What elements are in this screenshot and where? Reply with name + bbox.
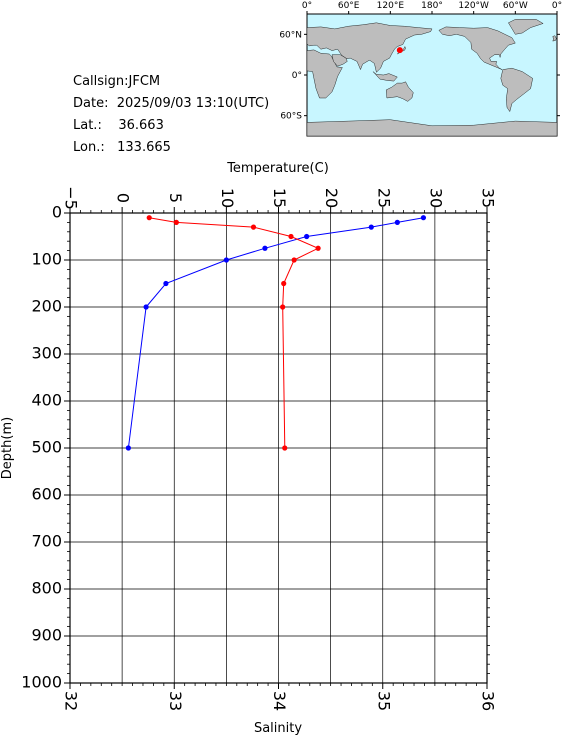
salinity-tick-label: 36 <box>479 691 498 711</box>
land-shape <box>306 49 343 99</box>
map-lat-label: 0° <box>292 71 302 81</box>
depth-tick-label: 1000 <box>21 673 62 692</box>
depth-axis: 0 100 200 300 400 500 600 700 800 900 1000 <box>21 203 490 692</box>
depth-tick-label: 500 <box>31 438 62 457</box>
lat-label: Lat.: <box>73 118 102 133</box>
salinity-point <box>281 280 287 287</box>
plot-grid <box>69 212 488 684</box>
temperature-point <box>223 257 229 263</box>
temperature-profile-line <box>127 217 424 449</box>
salinity-axis: 32 33 34 35 36 <box>62 683 498 711</box>
land-shape <box>372 71 398 82</box>
salinity-point <box>282 445 288 451</box>
station-location-marker <box>396 47 403 54</box>
salinity-tick-label: 34 <box>270 691 289 711</box>
lat-row: Lat.: 36.663 <box>73 115 164 137</box>
top-axis-label: Temperature(C) <box>226 161 329 176</box>
temperature-point <box>368 224 374 230</box>
land-shape <box>438 26 516 70</box>
map-lon-label: 180° <box>421 1 443 11</box>
land-shape <box>306 22 433 73</box>
lat-value: 36.663 <box>118 118 164 133</box>
temperature-point <box>125 445 131 451</box>
world-map: 0° 60°E 120°E 180° 120°W 60°W 0° 60°N 0° 60°S <box>279 1 562 137</box>
depth-tick-label: 700 <box>31 532 62 551</box>
map-lat-label: 60°N <box>279 30 302 40</box>
map-lon-label: 0° <box>302 1 312 11</box>
series-layer <box>125 215 427 451</box>
temperature-point <box>304 233 310 240</box>
temperature-point <box>420 215 427 221</box>
salinity-tick-label: 35 <box>374 691 393 711</box>
map-ticks <box>304 11 560 117</box>
callsign-text: Callsign:JFCM <box>73 74 161 89</box>
date-label: Date: <box>73 96 109 111</box>
temperature-tick-label: 15 <box>270 188 289 208</box>
lon-value: 133.665 <box>117 140 171 155</box>
salinity-tick-label: 32 <box>62 691 81 711</box>
map-land <box>306 19 558 137</box>
salinity-point <box>280 304 286 310</box>
map-lat-label: 60°S <box>280 112 302 122</box>
temperature-point <box>262 245 268 251</box>
temperature-tick-label: 10 <box>218 188 237 208</box>
temperature-tick-label: 35 <box>479 188 498 208</box>
lon-label: Lon.: <box>73 140 105 155</box>
temperature-point <box>394 219 400 225</box>
salinity-point <box>173 219 179 225</box>
temperature-point <box>143 304 149 310</box>
map-lon-label: 120°E <box>377 1 405 11</box>
y-axis-label: Depth(m) <box>0 417 15 479</box>
temperature-axis: −5 0 5 10 15 20 25 30 35 <box>62 186 498 213</box>
depth-tick-label: 600 <box>31 485 62 504</box>
depth-tick-label: 100 <box>31 250 62 269</box>
land-shape <box>306 119 558 137</box>
temperature-tick-label: 5 <box>166 193 185 203</box>
land-shape <box>552 35 557 42</box>
map-lon-label: 120°W <box>458 1 489 11</box>
temperature-tick-label: 0 <box>114 193 133 203</box>
land-shape <box>331 54 348 67</box>
land-shape <box>500 67 533 113</box>
map-lon-label: 0° <box>552 1 562 11</box>
map-lon-label: 60°W <box>503 1 528 11</box>
salinity-point <box>146 215 152 221</box>
map-lon-label: 60°E <box>338 1 360 11</box>
land-shape <box>385 81 414 102</box>
salinity-point <box>250 224 257 230</box>
depth-tick-label: 200 <box>31 297 62 316</box>
date-row: Date: 2025/09/03 13:10(UTC) <box>73 93 269 115</box>
map-marker <box>396 47 403 54</box>
temperature-tick-label: 20 <box>322 188 341 208</box>
map-labels: 0° 60°E 120°E 180° 120°W 60°W 0° 60°N 0° 60°S <box>279 1 562 122</box>
bottom-axis-label: Salinity <box>254 721 302 736</box>
date-value: 2025/09/03 13:10(UTC) <box>116 96 270 111</box>
salinity-point <box>288 233 294 240</box>
salinity-tick-label: 33 <box>166 691 185 711</box>
lon-row: Lon.: 133.665 <box>73 137 171 159</box>
profile-plot: −5 0 5 10 15 20 25 30 35 32 33 34 35 36 010020030040… <box>0 161 498 736</box>
depth-tick-label: 300 <box>31 344 62 363</box>
temperature-tick-label: 30 <box>426 188 445 208</box>
depth-tick-label: 900 <box>31 626 62 645</box>
temperature-tick-label: 25 <box>374 188 393 208</box>
temperature-point <box>163 280 169 287</box>
depth-tick-label: 800 <box>31 579 62 598</box>
depth-tick-label: 0 <box>52 203 62 222</box>
temperature-tick-label: −5 <box>62 186 81 210</box>
salinity-point <box>315 245 321 251</box>
land-shape <box>508 19 544 35</box>
salinity-point <box>291 257 297 263</box>
depth-tick-label: 400 <box>31 391 62 410</box>
